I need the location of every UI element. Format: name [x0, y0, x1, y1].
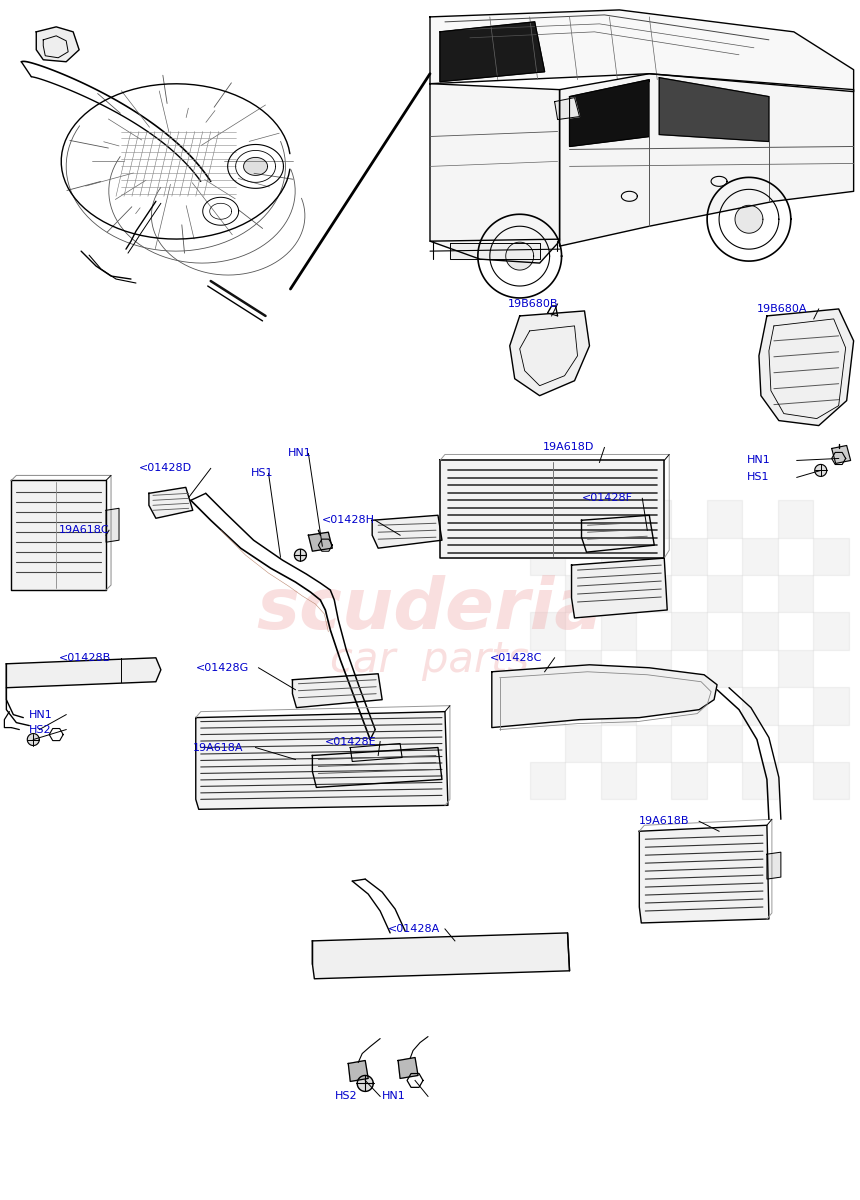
- Bar: [742, 538, 777, 575]
- Bar: [565, 500, 600, 538]
- Bar: [742, 762, 777, 799]
- Polygon shape: [560, 73, 854, 246]
- Polygon shape: [312, 748, 442, 787]
- Text: <01428B: <01428B: [59, 653, 112, 662]
- Text: 19A618B: 19A618B: [639, 816, 690, 827]
- Polygon shape: [450, 244, 539, 259]
- Bar: [530, 538, 565, 575]
- Polygon shape: [492, 665, 717, 727]
- Text: HS2: HS2: [335, 1091, 358, 1102]
- Bar: [565, 650, 600, 688]
- Polygon shape: [440, 22, 544, 82]
- Text: 19A618A: 19A618A: [193, 743, 243, 752]
- Text: 19B680A: 19B680A: [757, 304, 808, 314]
- Bar: [530, 612, 565, 650]
- Polygon shape: [735, 205, 763, 233]
- Polygon shape: [309, 533, 332, 551]
- Bar: [636, 725, 672, 762]
- Polygon shape: [357, 1075, 373, 1092]
- Polygon shape: [292, 673, 382, 708]
- Polygon shape: [832, 445, 851, 463]
- Polygon shape: [660, 78, 769, 142]
- Polygon shape: [36, 26, 79, 61]
- Polygon shape: [398, 1057, 418, 1079]
- Text: 19A618D: 19A618D: [543, 443, 594, 452]
- Bar: [636, 500, 672, 538]
- Polygon shape: [510, 311, 589, 396]
- Bar: [777, 500, 814, 538]
- Text: <01428D: <01428D: [139, 463, 192, 474]
- Text: <01428E: <01428E: [325, 737, 377, 746]
- Polygon shape: [149, 487, 193, 518]
- Bar: [707, 500, 742, 538]
- Polygon shape: [430, 84, 560, 263]
- Polygon shape: [430, 10, 854, 91]
- Polygon shape: [767, 852, 781, 880]
- Bar: [530, 688, 565, 725]
- Text: HN1: HN1: [287, 449, 311, 458]
- Text: <01428C: <01428C: [490, 653, 542, 662]
- Polygon shape: [506, 242, 534, 270]
- Bar: [777, 575, 814, 612]
- Polygon shape: [569, 79, 649, 146]
- Text: scuderia: scuderia: [256, 576, 604, 644]
- Polygon shape: [294, 550, 306, 562]
- Bar: [672, 612, 707, 650]
- Bar: [814, 612, 849, 650]
- Bar: [777, 725, 814, 762]
- Polygon shape: [555, 97, 580, 120]
- Polygon shape: [196, 712, 448, 809]
- Text: car  parts: car parts: [330, 638, 530, 680]
- Polygon shape: [243, 157, 267, 175]
- Bar: [814, 762, 849, 799]
- Polygon shape: [639, 826, 769, 923]
- Bar: [636, 575, 672, 612]
- Bar: [600, 538, 636, 575]
- Text: HN1: HN1: [29, 709, 53, 720]
- Polygon shape: [312, 932, 569, 979]
- Text: HN1: HN1: [382, 1091, 406, 1102]
- Polygon shape: [581, 515, 654, 552]
- Polygon shape: [372, 515, 442, 548]
- Text: <01428F: <01428F: [581, 493, 632, 503]
- Bar: [814, 688, 849, 725]
- Polygon shape: [348, 1061, 368, 1081]
- Bar: [600, 612, 636, 650]
- Polygon shape: [6, 658, 161, 688]
- Bar: [636, 650, 672, 688]
- Polygon shape: [106, 509, 119, 542]
- Bar: [600, 762, 636, 799]
- Polygon shape: [350, 744, 402, 762]
- Bar: [707, 575, 742, 612]
- Text: 19A618C: 19A618C: [59, 526, 110, 535]
- Bar: [565, 575, 600, 612]
- Bar: [742, 688, 777, 725]
- Text: <01428G: <01428G: [196, 662, 249, 673]
- Bar: [777, 650, 814, 688]
- Text: HS1: HS1: [250, 468, 273, 479]
- Bar: [707, 725, 742, 762]
- Bar: [672, 688, 707, 725]
- Bar: [742, 612, 777, 650]
- Bar: [565, 725, 600, 762]
- Bar: [814, 538, 849, 575]
- Text: <01428H: <01428H: [322, 515, 375, 526]
- Bar: [672, 538, 707, 575]
- Bar: [672, 762, 707, 799]
- Text: HS2: HS2: [29, 725, 52, 734]
- Text: HS1: HS1: [747, 473, 770, 482]
- Text: 19B680B: 19B680B: [507, 299, 558, 308]
- Polygon shape: [28, 733, 40, 745]
- Bar: [530, 762, 565, 799]
- Polygon shape: [440, 461, 664, 558]
- Polygon shape: [814, 464, 826, 476]
- Polygon shape: [759, 308, 854, 426]
- Text: <01428A: <01428A: [388, 924, 440, 934]
- Polygon shape: [572, 558, 667, 618]
- Bar: [707, 650, 742, 688]
- Text: HN1: HN1: [747, 456, 771, 466]
- Polygon shape: [11, 480, 106, 590]
- Bar: [600, 688, 636, 725]
